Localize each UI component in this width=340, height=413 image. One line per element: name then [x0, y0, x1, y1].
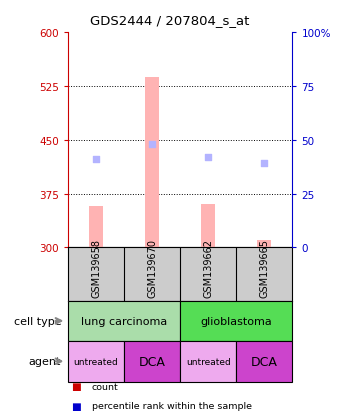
Bar: [257, 240, 271, 248]
Text: percentile rank within the sample: percentile rank within the sample: [92, 401, 252, 411]
Text: untreated: untreated: [186, 357, 231, 366]
Bar: [124, 341, 180, 382]
Text: GDS2444 / 207804_s_at: GDS2444 / 207804_s_at: [90, 14, 250, 27]
Text: agent: agent: [29, 356, 61, 366]
Bar: [145, 78, 159, 248]
Point: [261, 161, 267, 167]
Bar: [180, 341, 236, 382]
Text: DCA: DCA: [139, 355, 166, 368]
Text: cell type: cell type: [14, 316, 61, 326]
Text: ■: ■: [71, 381, 81, 391]
Bar: [236, 341, 292, 382]
Text: glioblastoma: glioblastoma: [200, 316, 272, 326]
Bar: [68, 301, 180, 341]
Text: ■: ■: [71, 401, 81, 411]
Point: [93, 157, 99, 163]
Bar: [201, 205, 215, 248]
Text: untreated: untreated: [74, 357, 118, 366]
Point: [205, 154, 211, 161]
Point: [149, 141, 155, 148]
Text: GSM139658: GSM139658: [91, 238, 101, 297]
Bar: [180, 301, 292, 341]
Text: count: count: [92, 382, 119, 391]
Text: DCA: DCA: [251, 355, 278, 368]
Text: lung carcinoma: lung carcinoma: [81, 316, 167, 326]
Text: GSM139665: GSM139665: [259, 238, 269, 297]
Bar: [89, 207, 103, 248]
Text: GSM139670: GSM139670: [147, 238, 157, 297]
Bar: [68, 341, 124, 382]
Text: GSM139662: GSM139662: [203, 238, 213, 297]
